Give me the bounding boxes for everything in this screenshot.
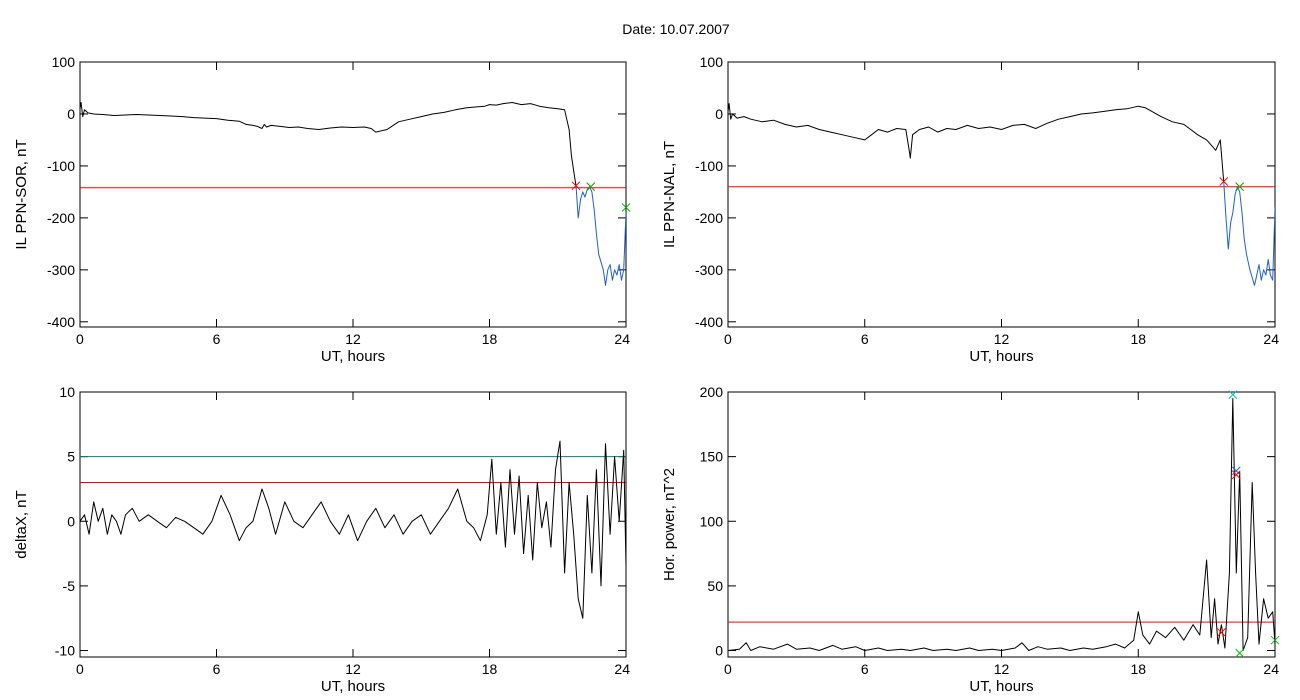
plot-frame <box>727 391 1276 658</box>
event-marker <box>571 181 581 191</box>
y-tick-label: 50 <box>707 578 723 594</box>
series-line <box>728 398 1275 651</box>
x-tick-label: 12 <box>994 331 1010 347</box>
event-marker <box>1219 177 1229 186</box>
x-axis-label: UT, hours <box>321 678 385 695</box>
data-layer <box>80 102 626 286</box>
y-axis-label: IL PPN-NAL, nT <box>661 141 678 248</box>
y-tick-label: -100 <box>695 158 723 174</box>
x-tick-label: 18 <box>482 661 498 677</box>
y-axis-label: Hor. power, nT^2 <box>661 468 678 581</box>
x-tick-label: 0 <box>76 331 84 347</box>
x-tick-label: 12 <box>345 661 361 677</box>
x-tick-label: 6 <box>861 331 869 347</box>
plot-frame <box>79 61 627 328</box>
x-axis-label: UT, hours <box>969 678 1033 695</box>
y-tick-label: -10 <box>55 643 75 659</box>
x-tick-label: 0 <box>724 661 732 677</box>
y-tick-label: -400 <box>47 314 75 330</box>
y-tick-label: 100 <box>52 54 76 70</box>
data-layer <box>728 398 1275 651</box>
event-marker <box>1231 470 1241 480</box>
series-line <box>80 440 626 619</box>
y-tick-label: -200 <box>695 210 723 226</box>
event-marker <box>1235 182 1245 192</box>
y-tick-label: -5 <box>63 578 76 594</box>
event-marker <box>586 182 596 192</box>
y-tick-label: 0 <box>715 106 723 122</box>
data-layer <box>728 103 1275 286</box>
y-tick-label: 200 <box>700 384 724 400</box>
x-tick-label: 18 <box>1130 661 1146 677</box>
y-tick-label: 5 <box>67 449 75 465</box>
y-tick-label: -200 <box>47 210 75 226</box>
x-tick-label: 24 <box>614 331 630 347</box>
x-tick-label: 0 <box>76 661 84 677</box>
event-marker <box>1231 466 1241 476</box>
x-tick-label: 24 <box>614 661 630 677</box>
chart-panel-4: 0 6 12 18 24 200 150 100 50 0 UT, hours Hor. power,… <box>661 384 1280 695</box>
event-marker <box>1228 390 1238 399</box>
x-tick-label: 6 <box>213 331 221 347</box>
event-marker <box>1270 635 1280 645</box>
x-tick-label: 12 <box>345 331 361 347</box>
y-tick-label: 10 <box>59 384 75 400</box>
event-marker <box>1235 648 1245 658</box>
chart-panel-3: 0 6 12 18 24 10 5 0 -5 -10 UT, hours deltaX, nT <box>13 384 630 695</box>
series-line <box>575 185 626 286</box>
y-tick-label: 0 <box>67 106 75 122</box>
event-marker <box>621 203 631 212</box>
chart-panel-1: 0 6 12 18 24 100 0 -100 -200 -300 -400 UT, hours IL … <box>13 54 631 365</box>
y-tick-label: 100 <box>700 54 724 70</box>
y-tick-label: 0 <box>67 513 75 529</box>
series-line <box>728 103 1225 182</box>
data-layer <box>80 440 626 619</box>
series-line <box>1223 181 1275 286</box>
x-tick-label: 18 <box>482 331 498 347</box>
y-tick-label: 100 <box>700 513 724 529</box>
x-tick-label: 24 <box>1263 331 1279 347</box>
y-tick-label: -100 <box>47 158 75 174</box>
y-tick-label: -300 <box>695 262 723 278</box>
y-tick-label: -300 <box>47 262 75 278</box>
plot-frame <box>727 61 1276 328</box>
y-axis-label: deltaX, nT <box>13 490 30 558</box>
y-axis-label: IL PPN-SOR, nT <box>13 139 30 249</box>
event-marker <box>1217 628 1226 637</box>
x-tick-label: 18 <box>1130 331 1146 347</box>
chart-panel-2: 0 6 12 18 24 100 0 -100 -200 -300 -400 UT, hours IL … <box>661 54 1279 365</box>
x-tick-label: 24 <box>1263 661 1279 677</box>
x-tick-label: 12 <box>994 661 1010 677</box>
x-tick-label: 6 <box>861 661 869 677</box>
x-axis-label: UT, hours <box>969 348 1033 365</box>
series-line <box>80 102 577 186</box>
x-axis-label: UT, hours <box>321 348 385 365</box>
y-tick-label: 150 <box>700 449 724 465</box>
figure-title: Date: 10.07.2007 <box>622 21 730 37</box>
y-tick-label: -400 <box>695 314 723 330</box>
x-tick-label: 6 <box>213 661 221 677</box>
y-tick-label: 0 <box>715 643 723 659</box>
x-tick-label: 0 <box>724 331 732 347</box>
